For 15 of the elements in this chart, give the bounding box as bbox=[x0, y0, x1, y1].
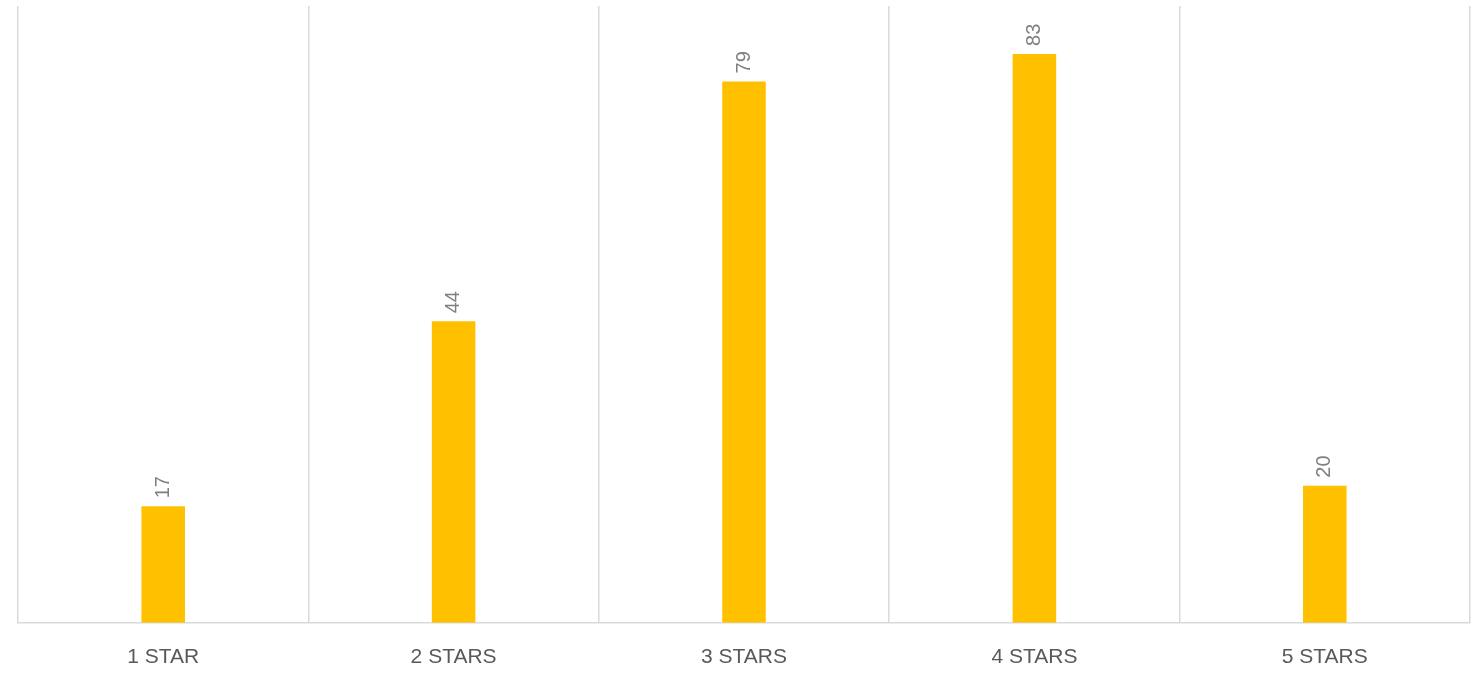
data-label: 83 bbox=[1021, 23, 1044, 46]
x-tick-label: 3 STARS bbox=[701, 644, 787, 668]
x-tick-label: 1 STAR bbox=[127, 644, 200, 668]
data-label: 20 bbox=[1312, 455, 1335, 478]
x-tick-label: 4 STARS bbox=[991, 644, 1078, 668]
x-tick-label: 5 STARS bbox=[1281, 644, 1368, 668]
bar bbox=[431, 321, 476, 623]
data-label: 17 bbox=[150, 476, 173, 499]
x-tick-label: 2 STARS bbox=[410, 644, 497, 668]
bar bbox=[722, 81, 766, 623]
data-label: 44 bbox=[441, 291, 464, 314]
data-label: 79 bbox=[731, 51, 754, 74]
bar bbox=[141, 506, 185, 623]
bar bbox=[1012, 53, 1057, 623]
bar bbox=[1303, 485, 1347, 623]
